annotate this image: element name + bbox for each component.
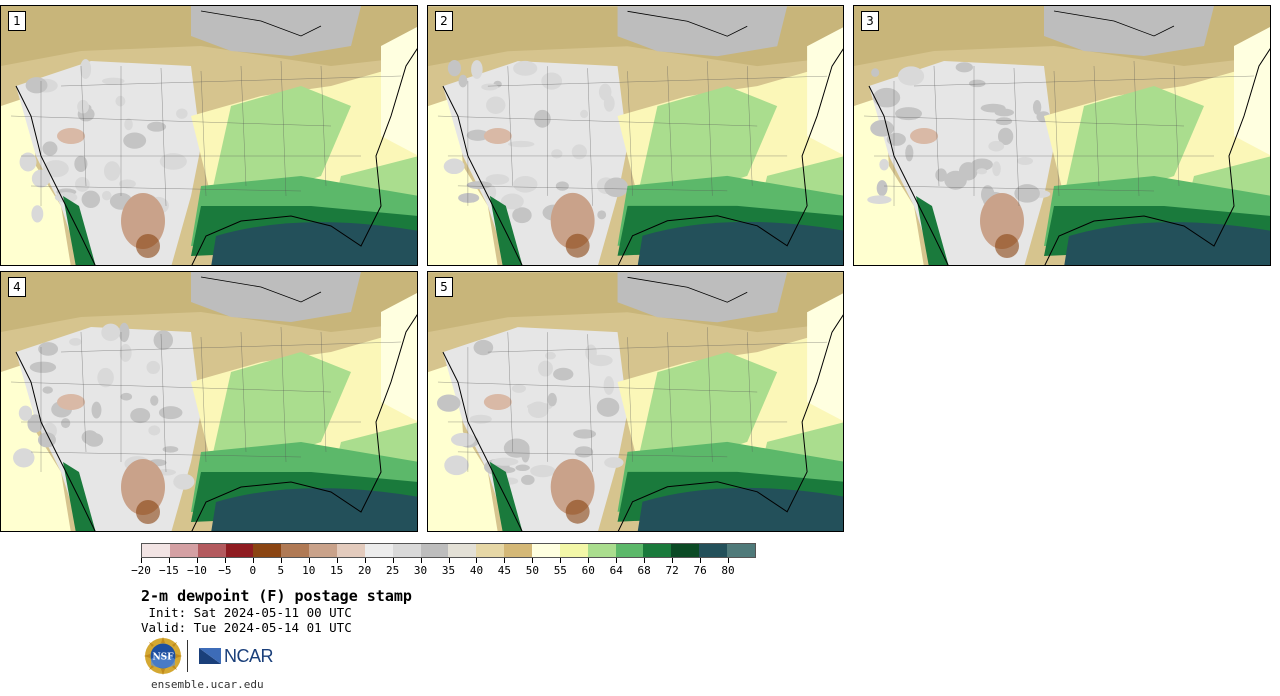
colorbar-tick-label: 40 xyxy=(469,564,484,577)
colorbar-swatch xyxy=(142,544,170,557)
colorbar-tick-label: 0 xyxy=(249,564,257,577)
colorbar-tick-label: 68 xyxy=(637,564,651,577)
nsf-logo: NSF xyxy=(144,637,182,675)
colorbar-tick-label: 55 xyxy=(553,564,567,577)
member-label: 5 xyxy=(435,277,453,297)
colorbar-tick xyxy=(476,558,478,563)
ensemble-member-map-5: 5 xyxy=(427,271,844,532)
member-label: 2 xyxy=(435,11,453,31)
colorbar-tick-label: 15 xyxy=(330,564,344,577)
colorbar-tick-label: 72 xyxy=(665,564,679,577)
colorbar-tick-label: 64 xyxy=(609,564,623,577)
colorbar-swatch xyxy=(532,544,560,557)
logo-divider xyxy=(187,640,188,672)
dewpoint-map xyxy=(1,6,417,265)
colorbar-tick xyxy=(196,558,198,563)
colorbar-tick xyxy=(280,558,282,563)
colorbar-tick xyxy=(504,558,506,563)
colorbar-tick xyxy=(336,558,338,563)
colorbar-tick xyxy=(588,558,590,563)
colorbar-tick xyxy=(644,558,646,563)
ensemble-member-map-2: 2 xyxy=(427,5,844,266)
svg-text:NSF: NSF xyxy=(152,653,174,663)
colorbar-tick xyxy=(252,558,254,563)
colorbar-tick-label: −20 xyxy=(131,564,151,577)
ncar-logo-text: NCAR xyxy=(224,646,274,666)
dewpoint-map xyxy=(428,272,843,531)
colorbar-swatch xyxy=(337,544,365,557)
member-label: 1 xyxy=(8,11,26,31)
colorbar-swatch xyxy=(281,544,310,557)
colorbar-swatch xyxy=(169,544,198,557)
colorbar-tick-label: 10 xyxy=(302,564,316,577)
colorbar-tick-label: 35 xyxy=(441,564,456,577)
ensemble-member-map-4: 4 xyxy=(0,271,418,532)
colorbar-tick xyxy=(224,558,226,563)
colorbar-tick-label: 45 xyxy=(497,564,512,577)
dewpoint-map xyxy=(428,6,843,265)
site-url: ensemble.ucar.edu xyxy=(151,678,264,691)
member-label: 4 xyxy=(8,277,26,297)
colorbar-tick xyxy=(728,558,730,563)
dewpoint-colorbar xyxy=(141,543,756,558)
colorbar-swatch xyxy=(420,544,449,557)
colorbar-swatch xyxy=(253,544,282,557)
colorbar-tick-label: −15 xyxy=(159,564,179,577)
colorbar-swatch xyxy=(643,544,672,557)
colorbar-tick xyxy=(532,558,534,563)
colorbar-tick-label: 50 xyxy=(525,564,539,577)
colorbar-swatch xyxy=(448,544,477,557)
colorbar-tick-label: 60 xyxy=(581,564,595,577)
colorbar-tick xyxy=(141,558,142,563)
colorbar-swatch xyxy=(559,544,588,557)
colorbar-tick xyxy=(700,558,702,563)
dewpoint-map xyxy=(1,272,417,531)
init-time: Init: Sat 2024-05-11 00 UTC xyxy=(141,605,352,620)
colorbar-swatch xyxy=(225,544,254,557)
colorbar-tick-label: 20 xyxy=(358,564,372,577)
colorbar-tick-label: −5 xyxy=(218,564,232,577)
colorbar-tick-label: 5 xyxy=(277,564,285,577)
colorbar-tick xyxy=(364,558,366,563)
colorbar-tick-label: 80 xyxy=(721,564,735,577)
chart-title: 2-m dewpoint (F) postage stamp xyxy=(141,587,412,605)
colorbar-tick xyxy=(448,558,450,563)
colorbar-swatch xyxy=(364,544,393,557)
colorbar-tick xyxy=(560,558,562,563)
colorbar-tick-label: 30 xyxy=(413,564,428,577)
colorbar-tick xyxy=(420,558,422,563)
colorbar-swatch xyxy=(309,544,338,557)
ensemble-member-map-3: 3 xyxy=(853,5,1271,266)
colorbar-swatch xyxy=(504,544,533,557)
colorbar-swatch xyxy=(727,544,755,557)
colorbar-tick xyxy=(616,558,618,563)
valid-time: Valid: Tue 2024-05-14 01 UTC xyxy=(141,620,352,635)
colorbar-swatch xyxy=(699,544,728,557)
colorbar-tick xyxy=(168,558,170,563)
colorbar-swatch xyxy=(615,544,644,557)
colorbar-swatch xyxy=(476,544,505,557)
colorbar-tick-label: 76 xyxy=(693,564,707,577)
colorbar-tick xyxy=(308,558,310,563)
colorbar-tick xyxy=(392,558,394,563)
ensemble-member-map-1: 1 xyxy=(0,5,418,266)
colorbar-ticks xyxy=(141,558,756,564)
member-label: 3 xyxy=(861,11,879,31)
colorbar-swatch xyxy=(392,544,421,557)
dewpoint-map xyxy=(854,6,1270,265)
ncar-logo-mark xyxy=(199,648,221,664)
colorbar-tick-label: −10 xyxy=(186,564,207,577)
colorbar-swatch xyxy=(587,544,616,557)
colorbar-swatch xyxy=(671,544,700,557)
colorbar-tick xyxy=(672,558,674,563)
colorbar-tick-label: 25 xyxy=(385,564,400,577)
colorbar-swatch xyxy=(197,544,226,557)
